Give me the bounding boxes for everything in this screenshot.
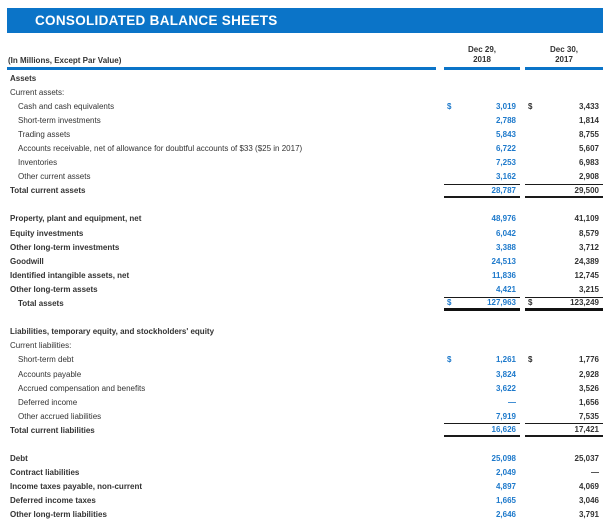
value-2017: 8,755	[578, 129, 599, 139]
value-2017: 29,500	[525, 183, 603, 198]
table-row-accounts-receivable: Accounts receivable, net of allowance fo…	[7, 141, 603, 155]
column-header-2017: Dec 30, 2017	[525, 45, 603, 70]
subsection-current-liabilities: Current liabilities:	[10, 341, 72, 351]
value-2018: 5,843	[495, 129, 516, 139]
column-header-2018: Dec 29, 2018	[444, 45, 520, 70]
value-2018: —	[508, 397, 516, 407]
value-2017: 1,656	[578, 397, 599, 407]
value-2018: 16,626	[444, 423, 520, 438]
value-2018: 25,098	[491, 454, 516, 464]
value-2018: 6,722	[495, 144, 516, 154]
value-2018: 2,788	[495, 115, 516, 125]
section-header-liabilities: Liabilities, temporary equity, and stock…	[10, 327, 215, 337]
value-2018: 4,897	[495, 482, 516, 492]
table-row-property-plant-equipment: Property, plant and equipment, net 48,97…	[7, 212, 603, 226]
value-2017: 8,579	[578, 228, 599, 238]
table-row-goodwill: Goodwill 24,513 24,389	[7, 254, 603, 268]
table-row-accounts-payable: Accounts payable 3,824 2,928	[7, 367, 603, 381]
value-2018: 1,665	[495, 496, 516, 506]
value-2018: 2,646	[495, 510, 516, 520]
table-row-short-term-investments: Short-term investments 2,788 1,814	[7, 113, 603, 127]
value-2018: 6,042	[495, 228, 516, 238]
value-2018: 48,976	[491, 214, 516, 224]
table-header: (In Millions, Except Par Value) Dec 29, …	[7, 45, 603, 70]
table-row-other-current-assets: Other current assets 3,162 2,908	[7, 170, 603, 184]
value-2018: 28,787	[444, 183, 520, 198]
value-2018: 7,919	[495, 411, 516, 421]
value-2017: 3,791	[578, 510, 599, 520]
table-row-deferred-income-taxes: Deferred income taxes 1,665 3,046	[7, 494, 603, 508]
dollar-sign: $	[528, 355, 533, 365]
table-row-identified-intangible-assets: Identified intangible assets, net 11,836…	[7, 268, 603, 282]
table-row-trading-assets: Trading assets 5,843 8,755	[7, 127, 603, 141]
dollar-sign: $	[528, 298, 533, 308]
value-2017: $1,776	[528, 355, 599, 365]
value-2017: 2,908	[578, 172, 599, 182]
value-2018: 4,421	[495, 284, 516, 294]
total-row-current-liabilities: Total current liabilities 16,626 17,421	[7, 423, 603, 438]
table-row-contract-liabilities: Contract liabilities 2,049 —	[7, 466, 603, 480]
value-2017: 25,037	[574, 454, 599, 464]
value-2018: 3,824	[495, 369, 516, 379]
total-row-current-assets: Total current assets 28,787 29,500	[7, 183, 603, 198]
value-2017: 41,109	[574, 214, 599, 224]
value-2018: 3,388	[495, 242, 516, 252]
table-row-income-taxes-payable: Income taxes payable, non-current 4,897 …	[7, 480, 603, 494]
value-2017: 3,215	[578, 284, 599, 294]
value-2017: 1,814	[578, 115, 599, 125]
column-header-2017-line2: 2017	[555, 55, 573, 64]
value-2017: 3,712	[578, 242, 599, 252]
table-caption: (In Millions, Except Par Value)	[7, 56, 436, 70]
table-row-inventories: Inventories 7,253 6,983	[7, 156, 603, 170]
table-row-other-accrued-liabilities: Other accrued liabilities 7,919 7,535	[7, 409, 603, 423]
table-row-cash-and-cash-equivalents: Cash and cash equivalents $3,019 $3,433	[7, 99, 603, 113]
value-2017: 7,535	[578, 411, 599, 421]
value-2017: 5,607	[578, 144, 599, 154]
table-row-other-long-term-investments: Other long-term investments 3,388 3,712	[7, 240, 603, 254]
table-row-other-long-term-liabilities: Other long-term liabilities 2,646 3,791	[7, 508, 603, 522]
spacer-row	[7, 437, 603, 451]
table-row-equity-investments: Equity investments 6,042 8,579	[7, 226, 603, 240]
dollar-sign: $	[447, 298, 452, 308]
total-row-total-assets: Total assets $127,963 $123,249	[7, 296, 603, 311]
value-2017: 2,928	[578, 369, 599, 379]
page-title: CONSOLIDATED BALANCE SHEETS	[7, 8, 603, 33]
subsection-current-assets: Current assets:	[10, 87, 65, 97]
dollar-sign: $	[528, 101, 533, 111]
value-2018: 24,513	[491, 256, 516, 266]
value-2018: 2,049	[495, 468, 516, 478]
table-row-deferred-income: Deferred income — 1,656	[7, 395, 603, 409]
value-2017: 17,421	[525, 423, 603, 438]
value-2017: $3,433	[528, 101, 599, 111]
value-2017: 6,983	[578, 158, 599, 168]
spacer-row	[7, 311, 603, 325]
table-row-other-long-term-assets: Other long-term assets 4,421 3,215	[7, 282, 603, 296]
value-2018: 3,162	[495, 172, 516, 182]
dollar-sign: $	[447, 101, 452, 111]
dollar-sign: $	[447, 355, 452, 365]
value-2018: $1,261	[447, 355, 516, 365]
column-header-2018-line2: 2018	[473, 55, 491, 64]
value-2017: —	[591, 468, 599, 478]
spacer-row	[7, 198, 603, 212]
table-row-debt: Debt 25,098 25,037	[7, 452, 603, 466]
table-row-accrued-compensation: Accrued compensation and benefits 3,622 …	[7, 381, 603, 395]
table-row-short-term-debt: Short-term debt $1,261 $1,776	[7, 353, 603, 367]
value-2018: 11,836	[491, 270, 516, 280]
value-2017: $123,249	[525, 296, 603, 311]
value-2018: 3,622	[495, 383, 516, 393]
column-header-2017-line1: Dec 30,	[549, 45, 579, 54]
value-2018: $3,019	[447, 101, 516, 111]
table-body: Assets Current assets: Cash and cash equ…	[7, 71, 603, 522]
value-2017: 3,046	[578, 496, 599, 506]
column-header-2018-line1: Dec 29,	[467, 45, 497, 54]
value-2018: $127,963	[444, 296, 520, 311]
section-header-assets: Assets	[10, 73, 37, 83]
value-2017: 4,069	[578, 482, 599, 492]
value-2018: 7,253	[495, 158, 516, 168]
value-2017: 24,389	[574, 256, 599, 266]
value-2017: 3,526	[578, 383, 599, 393]
value-2017: 12,745	[574, 270, 599, 280]
